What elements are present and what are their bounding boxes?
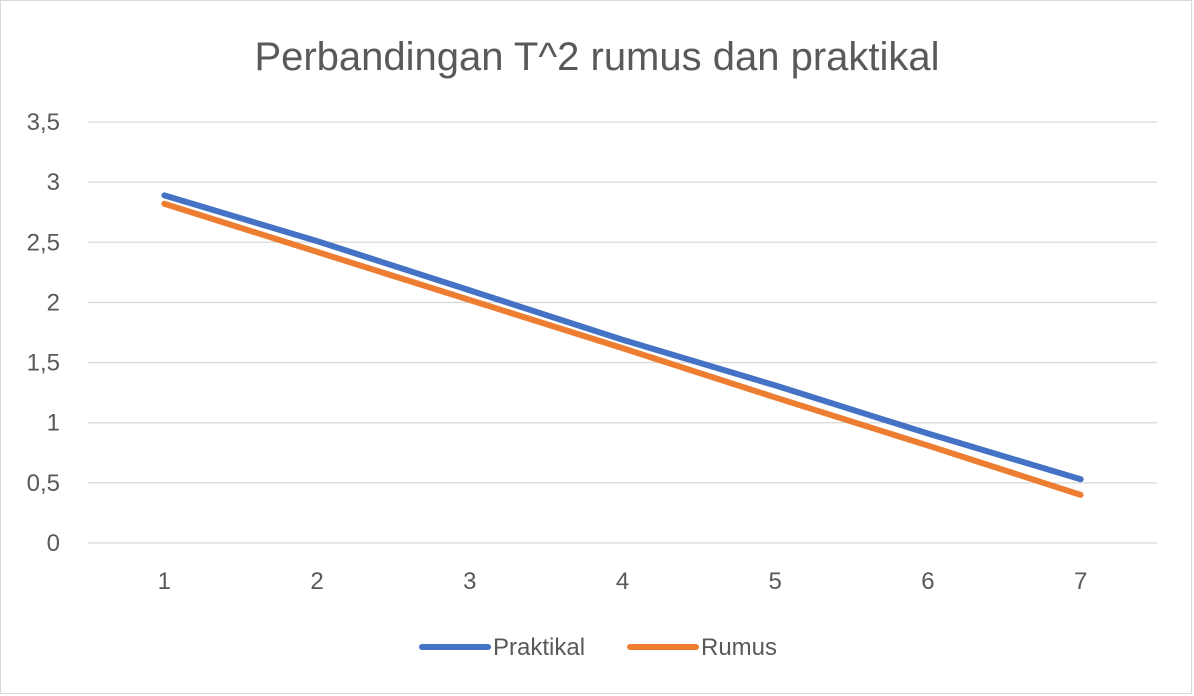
gridlines xyxy=(88,121,1157,544)
y-tick-label: 0,5 xyxy=(27,470,60,497)
legend: Praktikal Rumus xyxy=(419,634,777,661)
x-tick-label: 4 xyxy=(616,568,629,595)
legend-label-rumus: Rumus xyxy=(701,634,777,661)
x-tick-label: 2 xyxy=(310,568,323,595)
chart-title: Perbandingan T^2 rumus dan praktikal xyxy=(254,35,939,79)
y-tick-label: 3 xyxy=(47,169,60,196)
series-line-rumus xyxy=(161,200,1084,498)
x-axis-ticks: 1 2 3 4 5 6 7 xyxy=(158,568,1088,595)
y-tick-label: 1 xyxy=(47,410,60,437)
series-line-praktikal xyxy=(161,192,1084,483)
x-tick-label: 7 xyxy=(1074,568,1087,595)
y-tick-label: 2,5 xyxy=(27,229,60,256)
x-tick-label: 1 xyxy=(158,568,171,595)
y-tick-label: 1,5 xyxy=(27,350,60,377)
y-tick-label: 3,5 xyxy=(27,109,60,136)
x-tick-label: 5 xyxy=(769,568,782,595)
legend-label-praktikal: Praktikal xyxy=(493,634,585,661)
series-lines xyxy=(161,192,1084,498)
x-tick-label: 3 xyxy=(463,568,476,595)
x-tick-label: 6 xyxy=(921,568,934,595)
y-axis-ticks: 0 0,5 1 1,5 2 2,5 3 3,5 xyxy=(27,109,60,557)
y-tick-label: 2 xyxy=(47,289,60,316)
y-tick-label: 0 xyxy=(47,530,60,557)
